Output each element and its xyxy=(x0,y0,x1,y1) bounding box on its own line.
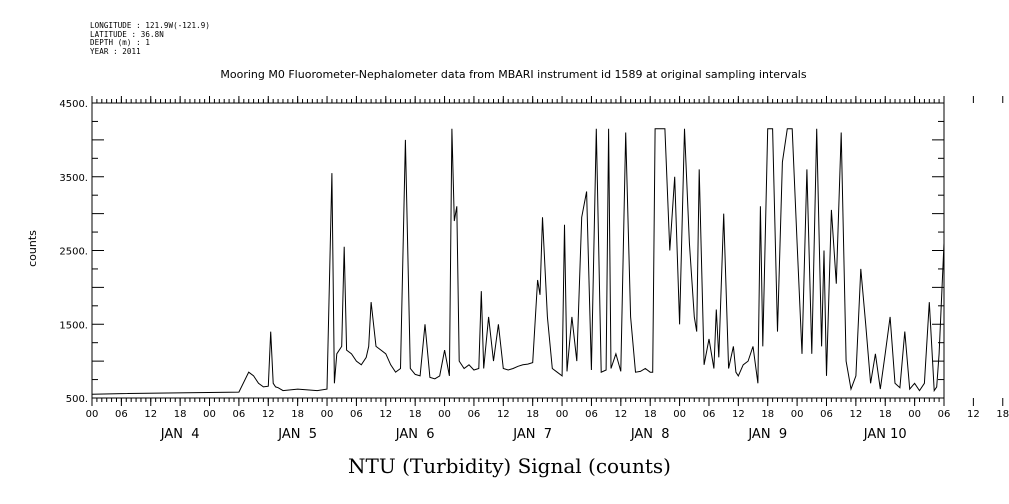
x-tick-label: 12 xyxy=(967,409,980,420)
metadata-block: LONGITUDE : 121.9W(-121.9) LATITUDE : 36… xyxy=(90,21,210,56)
metadata-longitude: LONGITUDE : 121.9W(-121.9) xyxy=(90,21,210,30)
x-tick-label: 12 xyxy=(614,409,627,420)
x-day-label: JAN 4 xyxy=(160,427,200,442)
x-day-label: JAN 9 xyxy=(747,427,787,442)
x-tick-label: 06 xyxy=(703,409,716,420)
x-axis-label: NTU (Turbidity) Signal (counts) xyxy=(348,454,671,478)
x-tick-label: 12 xyxy=(144,409,157,420)
x-tick-label: 00 xyxy=(908,409,921,420)
x-tick-label: 12 xyxy=(732,409,745,420)
y-tick-label: 3500. xyxy=(59,173,88,184)
x-tick-label: 00 xyxy=(791,409,804,420)
x-tick-label: 12 xyxy=(262,409,275,420)
x-day-label: JAN 8 xyxy=(630,427,670,442)
y-tick-label: 4500. xyxy=(59,99,88,110)
metadata-latitude: LATITUDE : 36.8N xyxy=(90,29,164,39)
x-tick-label: 00 xyxy=(673,409,686,420)
x-day-label: JAN 5 xyxy=(277,427,317,442)
x-tick-label: 00 xyxy=(86,409,99,420)
x-day-label: JAN 10 xyxy=(863,427,907,442)
x-day-label: JAN 7 xyxy=(512,427,552,442)
series-line xyxy=(91,128,945,395)
x-tick-label: 00 xyxy=(556,409,569,420)
x-tick-label: 06 xyxy=(233,409,246,420)
x-tick-label: 06 xyxy=(350,409,363,420)
x-tick-label: 18 xyxy=(174,409,187,420)
x-day-label: JAN 6 xyxy=(395,427,435,442)
y-tick-label: 2500. xyxy=(59,247,88,258)
metadata-year: YEAR : 2011 xyxy=(90,46,141,56)
x-tick-label: 00 xyxy=(321,409,334,420)
x-tick-label: 12 xyxy=(379,409,392,420)
y-tick-label: 500. xyxy=(66,394,88,405)
metadata-depth: DEPTH (m) : 1 xyxy=(90,38,150,48)
x-tick-label: 18 xyxy=(996,409,1009,420)
x-tick-label: 00 xyxy=(438,409,451,420)
x-tick-label: 06 xyxy=(115,409,128,420)
x-tick-label: 12 xyxy=(849,409,862,420)
x-tick-label: 12 xyxy=(497,409,510,420)
x-tick-label: 06 xyxy=(585,409,598,420)
y-axis-label: counts xyxy=(26,230,39,267)
x-tick-label: 18 xyxy=(526,409,539,420)
chart-title: Mooring M0 Fluorometer-Nephalometer data… xyxy=(220,68,807,81)
x-tick-label: 00 xyxy=(203,409,216,420)
x-tick-label: 18 xyxy=(409,409,422,420)
x-tick-label: 18 xyxy=(644,409,657,420)
y-tick-label: 1500. xyxy=(59,320,88,331)
x-tick-label: 06 xyxy=(820,409,833,420)
x-tick-label: 18 xyxy=(879,409,892,420)
x-tick-label: 06 xyxy=(468,409,481,420)
x-tick-label: 18 xyxy=(761,409,774,420)
x-tick-label: 18 xyxy=(291,409,304,420)
x-tick-label: 06 xyxy=(938,409,951,420)
